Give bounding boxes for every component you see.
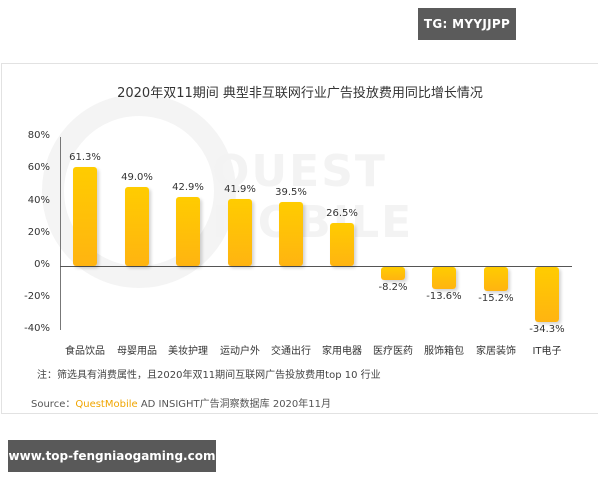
x-category-label: 服饰箱包 [424,346,464,357]
bar [176,196,200,266]
bar [279,202,303,266]
bar [330,223,354,266]
x-category-label: 运动户外 [220,346,260,357]
value-label: -8.2% [378,282,408,294]
y-axis [60,137,61,330]
x-category-label: 医疗医药 [373,346,413,357]
bar [73,167,97,266]
value-label: -15.2% [478,293,514,305]
y-tick-label: 80% [27,130,50,142]
x-category-label: 母婴用品 [117,346,157,357]
y-tick-label: 0% [34,259,50,270]
chart-source: Source：QuestMobile AD INSIGHT广告洞察数据库 202… [31,395,331,410]
source-brand: QuestMobile [75,399,138,410]
value-label: 26.5% [326,208,358,220]
value-label: 42.9% [172,181,204,193]
x-category-label: 美妆护理 [168,346,208,357]
y-tick-label: 60% [27,162,50,174]
source-rest: AD INSIGHT广告洞察数据库 2020年11月 [137,399,332,410]
chart-title: 2020年双11期间 典型非互联网行业广告投放费用同比增长情况 [117,86,483,101]
footer-url-banner: www.top-fengniaogaming.com [8,440,216,472]
bar [125,187,149,266]
value-label: 39.5% [275,187,307,199]
x-category-label: IT电子 [532,346,562,357]
value-label: 41.9% [224,183,256,195]
y-tick-label: -40% [24,323,50,335]
x-category-label: 交通出行 [271,346,311,357]
chart-note: 注：筛选具有消费属性，且2020年双11期间互联网广告投放费用top 10 行业 [37,370,381,381]
value-label: -13.6% [426,290,462,302]
x-category-label: 家居装饰 [476,346,516,357]
y-tick-label: 20% [27,226,50,238]
bar [484,267,508,292]
value-label: -34.3% [529,324,565,336]
zero-baseline [60,266,572,267]
bar [432,267,456,289]
bar [228,198,252,266]
value-label: 61.3% [69,152,101,164]
bar [381,267,405,281]
bar [535,267,559,323]
x-category-label: 食品饮品 [65,346,105,357]
value-label: 49.0% [121,172,153,184]
telegram-badge: TG: MYYJJPP [418,8,516,40]
y-tick-label: -20% [24,291,50,303]
y-tick-label: 40% [27,194,50,206]
source-prefix: Source： [31,399,76,410]
x-category-label: 家用电器 [322,346,362,357]
